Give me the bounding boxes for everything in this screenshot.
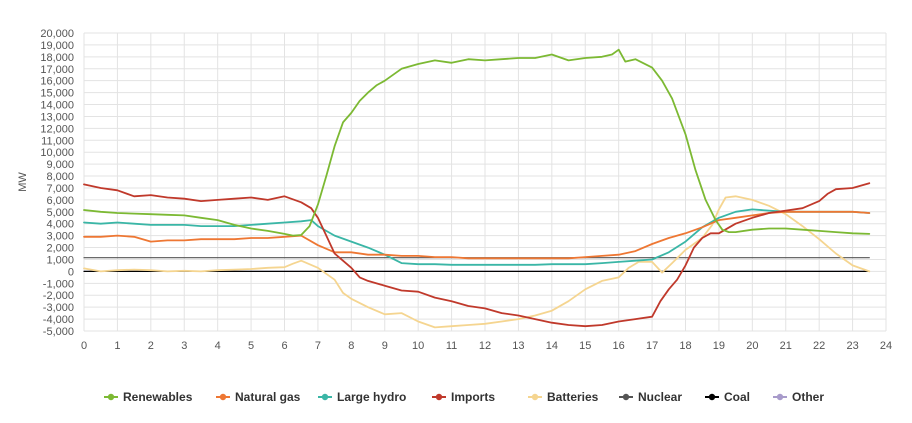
y-tick-label: 18,000 bbox=[40, 52, 74, 64]
y-tick-label: 6,000 bbox=[46, 195, 74, 207]
legend-item-imports[interactable]: Imports bbox=[432, 390, 495, 404]
legend-label: Natural gas bbox=[235, 390, 301, 404]
y-axis-ticks: 20,00019,00018,00017,00016,00015,00014,0… bbox=[40, 28, 74, 338]
x-tick-label: 15 bbox=[579, 340, 591, 352]
x-tick-label: 21 bbox=[780, 340, 792, 352]
x-tick-label: 9 bbox=[382, 340, 388, 352]
y-tick-label: 2,000 bbox=[46, 243, 74, 255]
legend-item-renewables[interactable]: Renewables bbox=[104, 390, 193, 404]
x-tick-label: 17 bbox=[646, 340, 658, 352]
legend-item-natural-gas[interactable]: Natural gas bbox=[216, 390, 301, 404]
y-tick-label: 9,000 bbox=[46, 159, 74, 171]
x-tick-label: 22 bbox=[813, 340, 825, 352]
series-line-imports bbox=[83, 182, 871, 328]
x-tick-label: 14 bbox=[546, 340, 558, 352]
y-tick-label: 14,000 bbox=[40, 100, 74, 112]
x-tick-label: 18 bbox=[679, 340, 691, 352]
legend-item-nuclear[interactable]: Nuclear bbox=[619, 390, 682, 404]
x-tick-label: 5 bbox=[248, 340, 254, 352]
legend-label: Batteries bbox=[547, 390, 599, 404]
x-tick-label: 7 bbox=[315, 340, 321, 352]
y-tick-label: -5,000 bbox=[43, 326, 74, 338]
y-tick-label: 20,000 bbox=[40, 28, 74, 40]
x-axis-ticks: 0 1 2 3 4 5 6 7 8 9 10 11 12 13 14 15 16 17 18 19 20 21 22 23 24 bbox=[81, 340, 892, 352]
x-tick-label: 20 bbox=[746, 340, 758, 352]
y-tick-label: 4,000 bbox=[46, 219, 74, 231]
legend-marker bbox=[435, 393, 443, 401]
x-tick-label: 0 bbox=[81, 340, 87, 352]
y-tick-label: 11,000 bbox=[41, 135, 74, 147]
x-tick-label: 19 bbox=[713, 340, 725, 352]
legend-item-large-hydro[interactable]: Large hydro bbox=[318, 390, 406, 404]
y-tick-label: 12,000 bbox=[40, 123, 74, 135]
y-tick-label: 10,000 bbox=[40, 147, 74, 159]
series-line-renewables bbox=[83, 48, 871, 237]
y-tick-label: 8,000 bbox=[46, 171, 74, 183]
x-tick-label: 1 bbox=[114, 340, 120, 352]
x-tick-label: 2 bbox=[148, 340, 154, 352]
series-lines bbox=[83, 48, 871, 329]
y-tick-label: 5,000 bbox=[46, 207, 74, 219]
x-tick-label: 8 bbox=[348, 340, 354, 352]
x-tick-label: 10 bbox=[412, 340, 424, 352]
legend-marker bbox=[321, 393, 329, 401]
legend-marker bbox=[776, 393, 784, 401]
y-tick-label: -4,000 bbox=[43, 314, 74, 326]
legend-marker bbox=[107, 393, 115, 401]
y-tick-label: 19,000 bbox=[40, 40, 74, 52]
grid-lines bbox=[83, 32, 887, 332]
x-tick-label: 4 bbox=[215, 340, 221, 352]
y-tick-label: 16,000 bbox=[40, 76, 74, 88]
legend-marker bbox=[531, 393, 539, 401]
x-tick-label: 23 bbox=[846, 340, 858, 352]
x-tick-label: 13 bbox=[512, 340, 524, 352]
y-axis-title: MW bbox=[17, 172, 29, 192]
series-line-large-hydro bbox=[83, 208, 871, 266]
x-tick-label: 3 bbox=[181, 340, 187, 352]
legend-item-other[interactable]: Other bbox=[773, 390, 824, 404]
x-tick-label: 12 bbox=[479, 340, 491, 352]
y-tick-label: 13,000 bbox=[40, 111, 74, 123]
legend-label: Renewables bbox=[123, 390, 193, 404]
legend-marker bbox=[622, 393, 630, 401]
legend-label: Nuclear bbox=[638, 390, 682, 404]
y-tick-label: 15,000 bbox=[40, 88, 74, 100]
x-tick-label: 16 bbox=[613, 340, 625, 352]
legend-label: Coal bbox=[724, 390, 750, 404]
y-tick-label: -2,000 bbox=[43, 290, 74, 302]
y-tick-label: -3,000 bbox=[43, 302, 74, 314]
legend-item-batteries[interactable]: Batteries bbox=[528, 390, 599, 404]
y-tick-label: 0 bbox=[68, 266, 74, 278]
x-tick-label: 24 bbox=[880, 340, 892, 352]
legend-label: Other bbox=[792, 390, 824, 404]
series-line-batteries bbox=[83, 195, 871, 329]
y-tick-label: 3,000 bbox=[46, 231, 74, 243]
y-tick-label: -1,000 bbox=[43, 278, 74, 290]
legend-marker bbox=[708, 393, 716, 401]
x-tick-label: 6 bbox=[281, 340, 287, 352]
y-tick-label: 1,000 bbox=[46, 254, 74, 266]
legend-label: Imports bbox=[451, 390, 495, 404]
legend-label: Large hydro bbox=[337, 390, 406, 404]
legend: Renewables Natural gas Large hydro Imports B… bbox=[104, 390, 824, 404]
y-tick-label: 7,000 bbox=[46, 183, 74, 195]
series-line-natural-gas bbox=[83, 210, 871, 260]
y-tick-label: 17,000 bbox=[40, 64, 74, 76]
legend-item-coal[interactable]: Coal bbox=[705, 390, 750, 404]
legend-marker bbox=[219, 393, 227, 401]
x-tick-label: 11 bbox=[446, 340, 457, 352]
